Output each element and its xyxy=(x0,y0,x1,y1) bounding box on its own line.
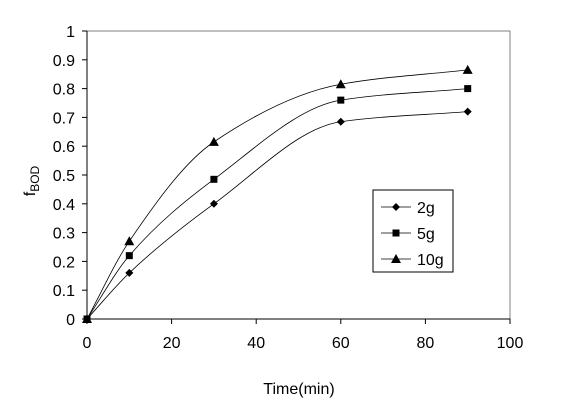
legend: 2g 5g 10g xyxy=(372,189,454,273)
y-tick-label: 1 xyxy=(66,24,75,41)
plot-area xyxy=(86,30,511,320)
x-axis-title: Time(min) xyxy=(263,381,334,398)
data-point-series-1 xyxy=(337,96,345,104)
y-tick-label: 0.6 xyxy=(53,139,75,156)
legend-marker-1 xyxy=(392,229,400,237)
data-point-series-1 xyxy=(125,252,133,260)
x-tick-label: 0 xyxy=(83,335,92,352)
legend-label-0: 2g xyxy=(417,200,435,217)
series-line-1 xyxy=(86,88,468,320)
y-tick-label: 0.1 xyxy=(53,283,75,300)
data-point-series-2 xyxy=(335,79,346,89)
data-point-series-2 xyxy=(208,136,219,146)
y-tick-label: 0.9 xyxy=(53,53,75,70)
data-point-series-1 xyxy=(210,175,218,183)
x-tick-label: 20 xyxy=(163,335,181,352)
y-tick-label: 0.2 xyxy=(53,254,75,271)
y-axis-title-main: f xyxy=(22,191,39,196)
x-tick-label: 80 xyxy=(417,335,435,352)
y-tick-label: 0.5 xyxy=(53,168,75,185)
data-point-series-2 xyxy=(462,64,473,74)
plot-frame xyxy=(86,30,511,320)
data-point-series-1 xyxy=(464,85,472,93)
legend-marker-2 xyxy=(391,254,401,263)
data-point-series-0 xyxy=(125,268,134,277)
axis-titles: fBOD Time(min) xyxy=(22,165,335,398)
x-tick-label: 40 xyxy=(247,335,265,352)
legend-marker-0 xyxy=(392,203,400,211)
x-tick-label: 60 xyxy=(332,335,350,352)
legend-label-2: 10g xyxy=(417,252,444,269)
data-point-series-0 xyxy=(209,199,218,208)
series-group xyxy=(82,64,473,323)
y-tick-label: 0.4 xyxy=(53,197,75,214)
axes: 0 0.1 0.2 0.3 0.4 0.5 0.6 0.7 0.8 0.9 1 0 20 40 60 80 10… xyxy=(53,24,524,352)
data-point-series-0 xyxy=(336,117,345,126)
y-axis-title-subscript: BOD xyxy=(28,165,42,191)
data-point-series-2 xyxy=(82,314,92,323)
y-tick-label: 0.8 xyxy=(53,82,75,99)
y-tick-label: 0.3 xyxy=(53,226,75,243)
legend-box xyxy=(372,189,454,273)
y-axis-title: fBOD xyxy=(22,165,42,196)
data-point-series-2 xyxy=(124,236,135,246)
y-tick-label: 0.7 xyxy=(53,110,75,127)
legend-label-1: 5g xyxy=(417,226,435,243)
data-point-series-0 xyxy=(463,107,472,116)
x-tick-label: 100 xyxy=(497,335,524,352)
y-tick-label: 0 xyxy=(66,312,75,329)
